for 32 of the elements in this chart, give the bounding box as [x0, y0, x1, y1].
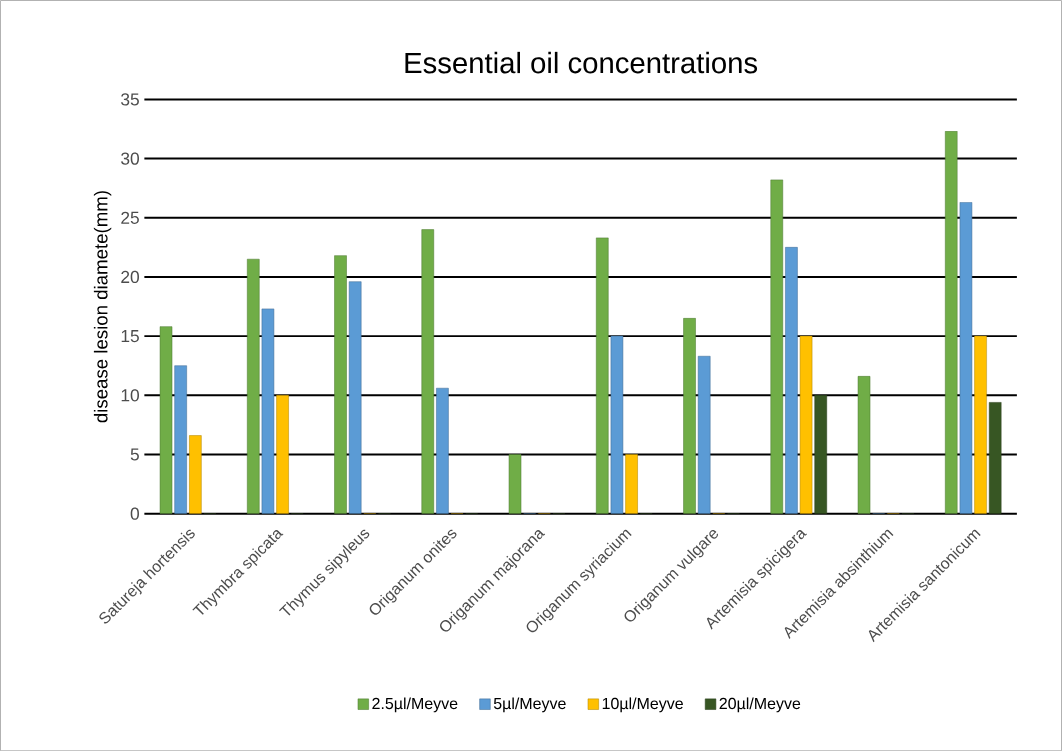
- bar: [247, 258, 260, 514]
- legend-label: 5µl/Meyve: [493, 697, 566, 713]
- bar: [348, 281, 362, 514]
- y-tick-label: 10: [121, 389, 139, 402]
- legend-label: 10µl/Meyve: [602, 697, 683, 713]
- bar: [436, 387, 449, 514]
- bar: [785, 246, 798, 514]
- bar: [683, 317, 696, 514]
- legend-label: 2.5µl/Meyve: [372, 697, 458, 713]
- bar: [988, 402, 1002, 514]
- bar: [945, 130, 958, 514]
- bar: [697, 355, 711, 514]
- bar: [421, 229, 435, 514]
- y-tick-label: 20: [121, 270, 139, 283]
- bar: [174, 365, 187, 514]
- legend-label: 20µl/Meyve: [719, 697, 801, 713]
- bar: [770, 179, 784, 514]
- y-tick-label: 5: [130, 448, 139, 461]
- bar: [596, 237, 609, 514]
- chart-title: Essential oil concentrations: [405, 51, 758, 74]
- bar: [625, 454, 638, 514]
- y-tick-label: 15: [121, 329, 139, 343]
- y-tick-label: 25: [121, 211, 139, 224]
- bar: [189, 435, 202, 514]
- y-tick-label: 30: [121, 152, 139, 165]
- bar: [276, 394, 289, 514]
- bar: [334, 255, 347, 514]
- bar: [814, 394, 827, 514]
- y-tick-label: 35: [121, 93, 139, 106]
- bar: [974, 335, 987, 514]
- y-tick-label: 0: [130, 507, 139, 520]
- y-axis-title: disease lesion diamete(mm): [93, 191, 112, 423]
